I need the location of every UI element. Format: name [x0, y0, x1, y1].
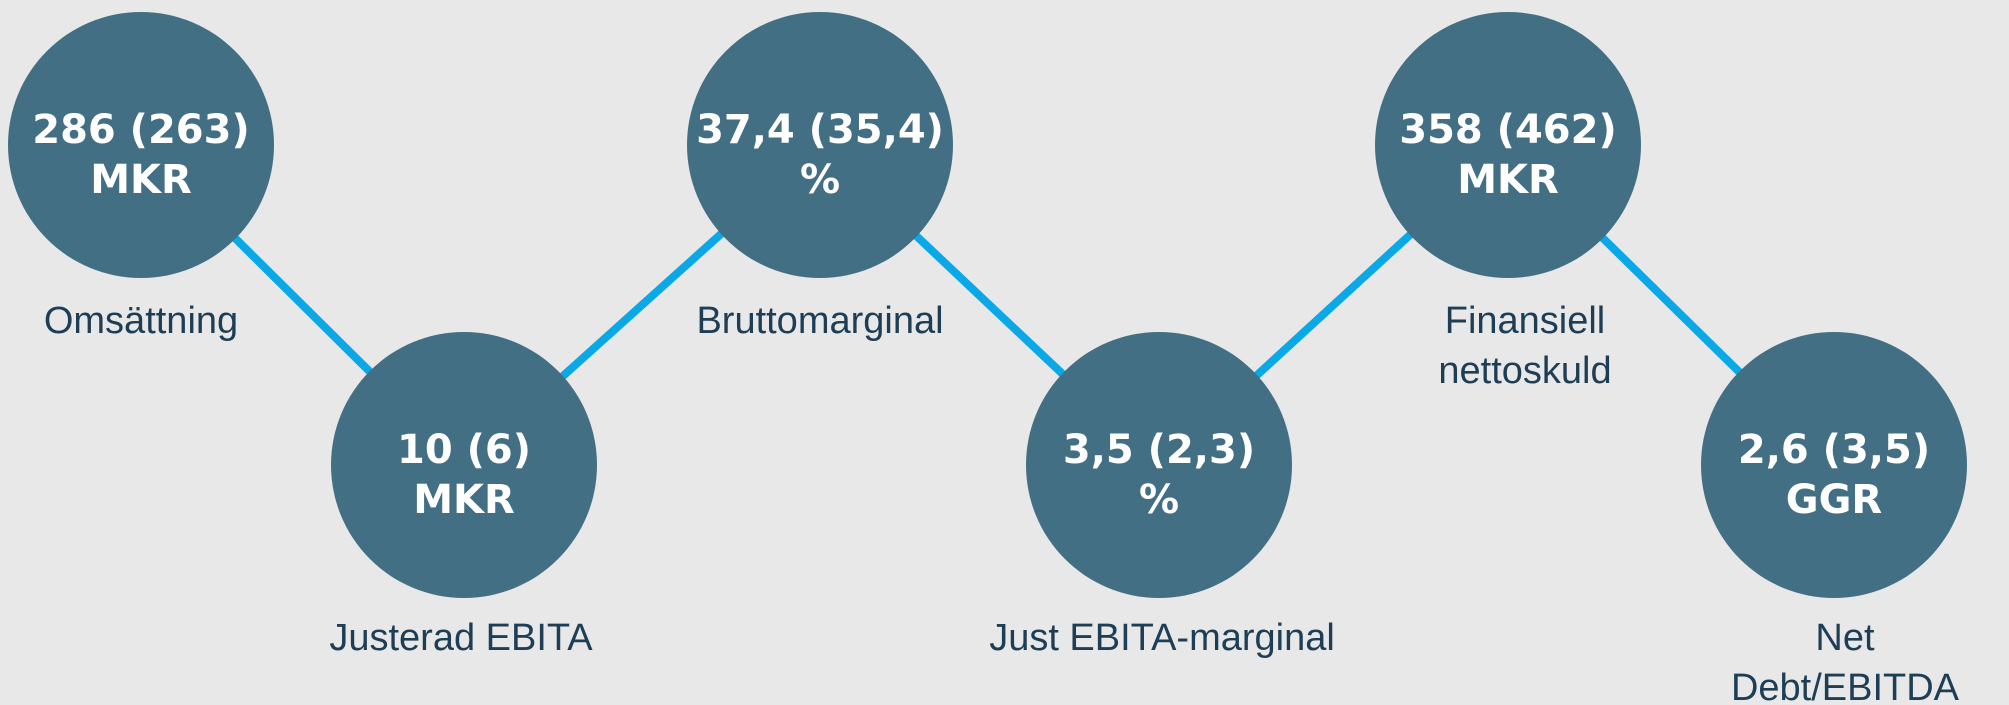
kpi-label: Debt/EBITDA	[1731, 667, 1960, 705]
kpi-label: Bruttomarginal	[696, 300, 943, 342]
kpi-unit: MKR	[90, 157, 192, 203]
kpi-circle	[687, 12, 953, 278]
kpi-circle	[8, 12, 274, 278]
kpi-value: 37,4 (35,4)	[696, 107, 944, 153]
kpi-value: 358 (462)	[1399, 107, 1616, 153]
kpi-unit: MKR	[413, 477, 515, 523]
kpi-label: Justerad EBITA	[329, 617, 593, 659]
kpi-circle	[1026, 332, 1292, 598]
kpi-label: Just EBITA-marginal	[989, 617, 1335, 659]
kpi-circle	[331, 332, 597, 598]
kpi-label: Finansiell	[1445, 300, 1606, 342]
kpi-value: 286 (263)	[32, 107, 249, 153]
kpi-value: 3,5 (2,3)	[1063, 427, 1255, 473]
kpi-value: 2,6 (3,5)	[1738, 427, 1930, 473]
kpi-circle	[1701, 332, 1967, 598]
kpi-unit: %	[1139, 477, 1179, 523]
kpi-value: 10 (6)	[397, 427, 531, 473]
kpi-unit: %	[800, 157, 840, 203]
kpi-unit: GGR	[1786, 477, 1882, 523]
kpi-label: Omsättning	[44, 300, 238, 342]
kpi-unit: MKR	[1457, 157, 1559, 203]
kpi-label: nettoskuld	[1438, 350, 1611, 392]
kpi-circle	[1375, 12, 1641, 278]
kpi-label: Net	[1815, 617, 1875, 659]
